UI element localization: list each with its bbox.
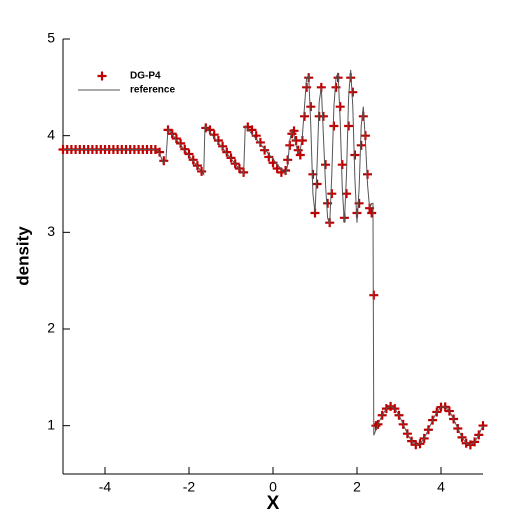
y-tick-label: 4 <box>47 126 55 142</box>
x-tick-label: 4 <box>437 479 445 495</box>
plus-marker <box>356 140 366 150</box>
plus-marker <box>312 179 322 189</box>
plus-marker <box>348 87 358 97</box>
x-tick-label: -4 <box>99 479 112 495</box>
plus-marker <box>188 155 198 165</box>
plus-marker <box>306 102 316 112</box>
y-tick-label: 3 <box>47 223 55 239</box>
x-tick-label: -2 <box>183 479 196 495</box>
y-tick-label: 5 <box>47 30 55 46</box>
x-tick-label: 2 <box>353 479 361 495</box>
plus-marker <box>318 111 328 121</box>
y-axis-label: density <box>13 226 32 286</box>
plus-marker <box>222 147 232 157</box>
plus-marker <box>218 141 228 151</box>
x-axis-label: X <box>267 493 280 514</box>
plus-marker <box>350 150 360 160</box>
plus-marker <box>327 189 337 199</box>
plus-marker <box>184 149 194 159</box>
plus-marker <box>295 150 305 160</box>
plus-marker <box>176 138 186 148</box>
legend-label: DG-P4 <box>130 71 161 82</box>
plus-marker <box>289 126 299 136</box>
plus-marker <box>308 169 318 179</box>
plus-marker <box>171 134 181 144</box>
plus-marker <box>367 208 377 218</box>
plus-marker <box>344 121 354 131</box>
plus-marker <box>260 145 270 155</box>
legend-label: reference <box>130 85 175 96</box>
x-tick-label: 0 <box>269 479 277 495</box>
plus-marker <box>155 147 165 157</box>
legend-marker <box>97 71 107 81</box>
plus-marker <box>159 156 169 166</box>
plus-marker <box>255 137 265 147</box>
y-tick-label: 2 <box>47 320 55 336</box>
plus-marker <box>321 160 330 170</box>
plus-marker <box>329 121 339 131</box>
reference-line <box>63 69 484 446</box>
y-tick-label: 1 <box>47 416 55 432</box>
plus-marker <box>337 160 347 170</box>
plus-marker <box>342 189 351 199</box>
plus-marker <box>180 144 190 154</box>
